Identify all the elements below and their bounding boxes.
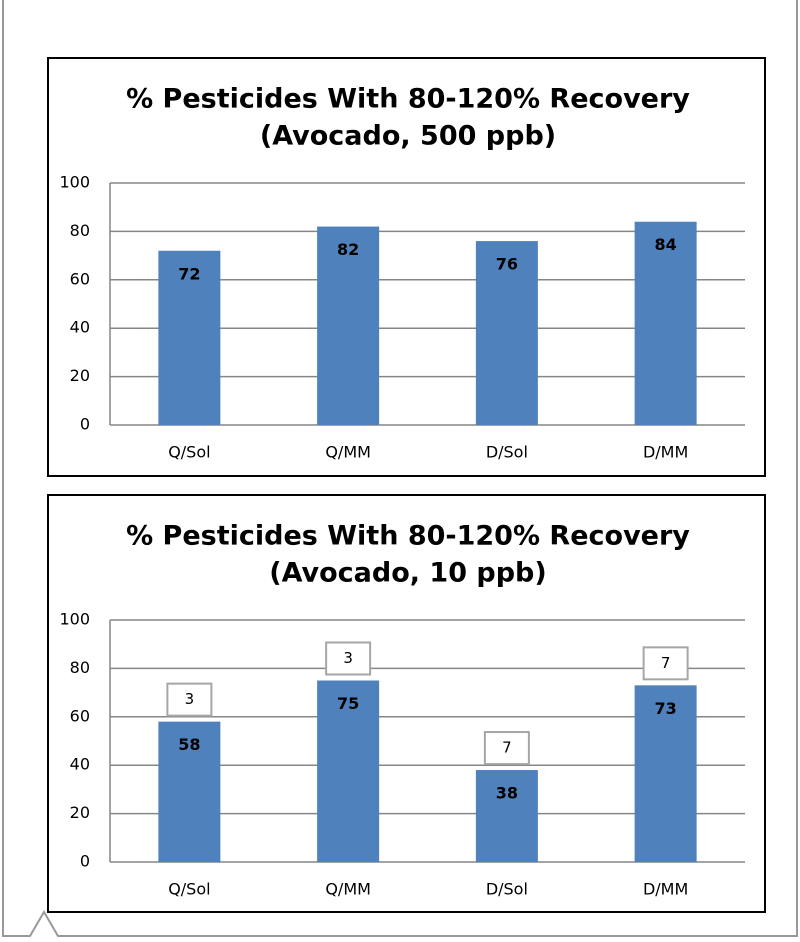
bar	[475, 770, 538, 862]
annotation-box	[483, 731, 530, 766]
bar	[475, 241, 538, 425]
chart-title: % Pesticides With 80-120% Recovery	[126, 521, 690, 552]
y-tick-label: 40	[70, 318, 90, 337]
y-tick-label: 40	[70, 755, 90, 774]
annotation: 7	[661, 654, 671, 672]
x-tick-label: Q/Sol	[168, 443, 210, 462]
bar	[634, 221, 697, 425]
y-tick-label: 60	[70, 269, 90, 288]
y-tick-label: 100	[59, 173, 90, 192]
value-label: 84	[654, 235, 676, 254]
annotation-box	[325, 641, 372, 676]
bar	[158, 721, 221, 862]
y-tick-label: 20	[70, 366, 90, 385]
value-label: 76	[496, 255, 518, 274]
y-tick-label: 0	[80, 415, 90, 434]
value-label: 73	[654, 699, 676, 718]
x-tick-label: Q/MM	[325, 880, 371, 899]
y-tick-label: 0	[80, 852, 90, 871]
bar	[317, 226, 380, 425]
annotation: 7	[502, 739, 512, 757]
y-tick-label: 60	[70, 706, 90, 725]
bar	[317, 680, 380, 862]
x-tick-label: Q/MM	[325, 443, 371, 462]
x-tick-label: D/MM	[643, 880, 688, 899]
x-tick-label: D/Sol	[486, 880, 528, 899]
annotation: 3	[343, 649, 353, 667]
y-tick-label: 80	[70, 221, 90, 240]
chart-title: (Avocado, 10 ppb)	[269, 558, 546, 589]
y-tick-label: 20	[70, 803, 90, 822]
x-tick-label: D/Sol	[486, 443, 528, 462]
bar	[158, 250, 221, 425]
bar	[634, 685, 697, 862]
annotation-box	[166, 682, 213, 717]
y-tick-label: 100	[59, 610, 90, 629]
chart-title: % Pesticides With 80-120% Recovery	[126, 84, 690, 115]
value-label: 38	[496, 784, 518, 803]
annotation-box	[642, 646, 689, 681]
chart-title: (Avocado, 500 ppb)	[260, 121, 556, 152]
value-label: 82	[337, 240, 359, 259]
annotation: 3	[185, 690, 195, 708]
x-tick-label: Q/Sol	[168, 880, 210, 899]
value-label: 72	[178, 264, 200, 283]
value-label: 58	[178, 735, 200, 754]
y-tick-label: 80	[70, 658, 90, 677]
value-label: 75	[337, 694, 359, 713]
x-tick-label: D/MM	[643, 443, 688, 462]
